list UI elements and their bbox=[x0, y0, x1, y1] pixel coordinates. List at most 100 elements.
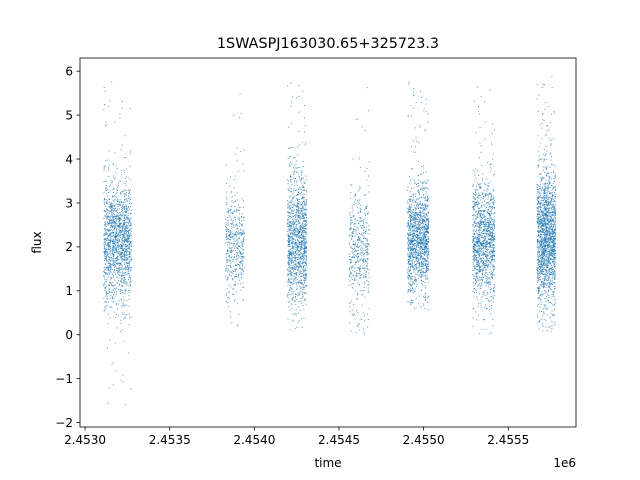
data-point bbox=[366, 238, 368, 240]
data-point bbox=[420, 254, 422, 256]
data-point bbox=[124, 237, 126, 239]
data-point bbox=[422, 235, 424, 237]
data-point bbox=[368, 110, 370, 112]
data-point bbox=[115, 196, 117, 197]
data-point bbox=[478, 262, 480, 264]
data-point bbox=[356, 294, 358, 296]
data-point bbox=[235, 252, 237, 254]
data-point bbox=[411, 248, 413, 250]
data-point bbox=[241, 269, 243, 271]
data-point bbox=[124, 289, 126, 291]
data-point bbox=[128, 238, 130, 240]
data-point bbox=[108, 284, 110, 286]
data-point bbox=[125, 211, 127, 213]
data-point bbox=[303, 226, 305, 228]
data-point bbox=[408, 211, 410, 213]
data-point bbox=[113, 201, 115, 203]
data-point bbox=[234, 234, 236, 236]
data-point bbox=[121, 206, 123, 208]
data-point bbox=[103, 166, 105, 168]
data-point bbox=[121, 247, 123, 249]
data-point bbox=[301, 217, 303, 219]
data-point bbox=[112, 262, 114, 264]
data-point bbox=[424, 257, 426, 259]
data-point bbox=[303, 309, 305, 311]
data-point bbox=[226, 238, 228, 240]
data-point bbox=[419, 232, 421, 234]
data-point bbox=[354, 194, 356, 196]
data-point bbox=[292, 211, 294, 213]
data-point bbox=[366, 87, 368, 89]
data-point bbox=[411, 281, 413, 283]
data-point bbox=[230, 256, 232, 258]
data-point bbox=[418, 226, 420, 228]
data-point bbox=[303, 286, 305, 288]
data-point bbox=[356, 256, 358, 258]
data-point bbox=[241, 216, 243, 218]
data-point bbox=[417, 160, 419, 162]
data-point bbox=[241, 213, 243, 215]
data-point bbox=[351, 231, 353, 233]
data-point bbox=[358, 238, 360, 240]
data-point bbox=[236, 276, 238, 278]
data-point bbox=[298, 253, 300, 255]
data-point bbox=[426, 278, 428, 280]
data-point bbox=[306, 259, 308, 261]
data-point bbox=[293, 296, 295, 298]
data-point bbox=[112, 175, 114, 177]
data-point bbox=[420, 206, 422, 208]
data-point bbox=[225, 236, 227, 238]
data-point bbox=[306, 285, 308, 287]
data-point bbox=[407, 219, 409, 221]
data-point bbox=[297, 173, 299, 175]
data-point bbox=[105, 264, 106, 266]
data-point bbox=[290, 232, 292, 234]
data-point bbox=[125, 156, 127, 158]
data-point bbox=[229, 254, 231, 256]
data-point bbox=[112, 271, 114, 273]
data-point bbox=[292, 225, 294, 227]
data-point bbox=[409, 198, 411, 200]
data-point bbox=[303, 237, 305, 239]
data-point bbox=[243, 271, 245, 273]
data-point bbox=[112, 296, 114, 298]
data-point bbox=[354, 267, 356, 269]
data-point bbox=[242, 238, 244, 240]
data-point bbox=[299, 263, 301, 265]
data-point bbox=[109, 339, 111, 341]
data-point bbox=[108, 235, 110, 237]
data-point bbox=[425, 186, 427, 188]
data-point bbox=[119, 250, 121, 252]
data-point bbox=[294, 204, 296, 206]
data-point bbox=[416, 257, 418, 259]
data-point bbox=[409, 226, 411, 228]
data-point bbox=[288, 251, 290, 253]
data-point bbox=[300, 208, 302, 210]
data-point bbox=[108, 164, 110, 166]
data-point bbox=[103, 271, 105, 273]
data-point bbox=[121, 214, 123, 216]
data-point bbox=[105, 272, 107, 274]
data-point bbox=[120, 285, 122, 287]
data-point bbox=[115, 248, 117, 250]
data-point bbox=[426, 244, 428, 246]
data-point bbox=[115, 287, 117, 289]
data-point bbox=[114, 244, 116, 246]
data-point bbox=[113, 238, 115, 240]
data-point bbox=[124, 214, 126, 216]
data-point bbox=[426, 248, 428, 250]
data-point bbox=[424, 274, 426, 276]
data-point bbox=[287, 264, 289, 266]
data-point bbox=[234, 206, 236, 207]
data-point bbox=[354, 277, 356, 279]
data-point bbox=[109, 100, 111, 102]
data-point bbox=[115, 239, 117, 241]
data-point bbox=[424, 295, 426, 297]
data-point bbox=[420, 246, 422, 248]
data-point bbox=[106, 304, 108, 306]
data-point bbox=[426, 254, 428, 256]
data-point bbox=[292, 246, 294, 248]
data-point bbox=[349, 214, 351, 216]
data-point bbox=[416, 205, 418, 207]
data-point bbox=[295, 214, 297, 216]
